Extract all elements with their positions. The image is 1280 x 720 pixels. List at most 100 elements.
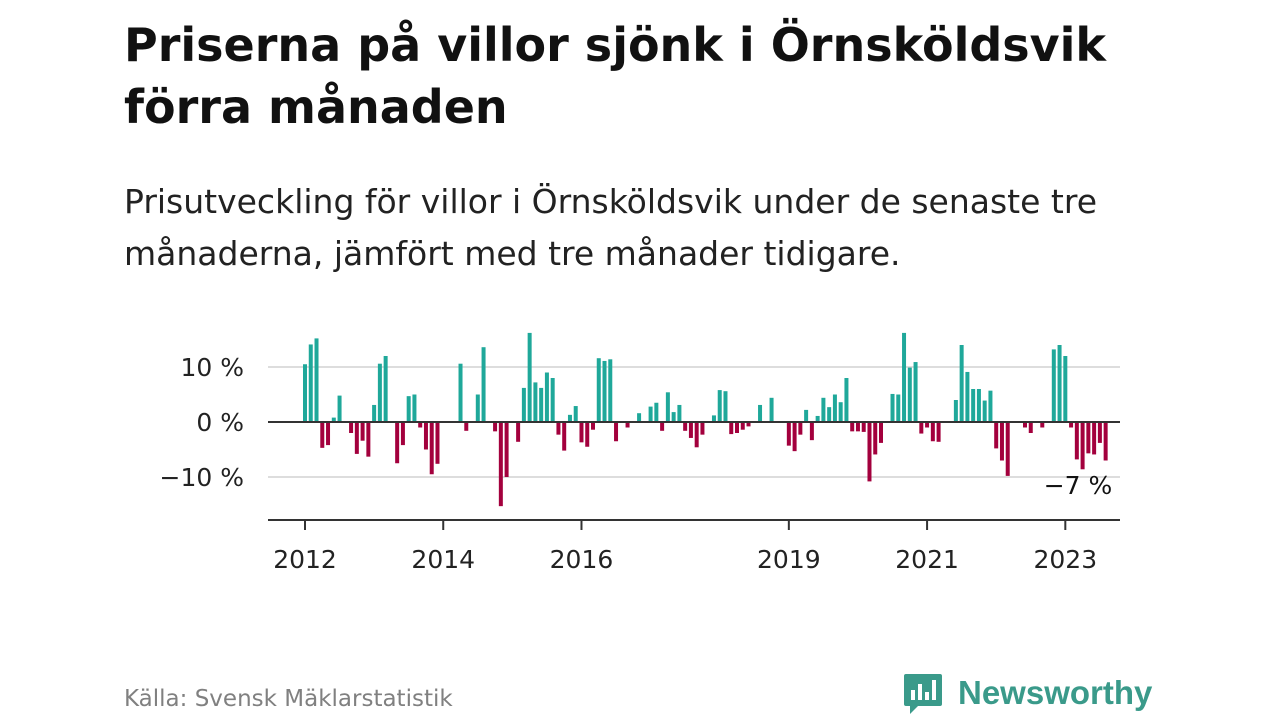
bar [873,422,878,455]
brand-logo[interactable]: Newsworthy [902,670,1152,716]
x-tick-label: 2019 [757,545,821,574]
x-tick-label: 2023 [1034,545,1098,574]
bar [527,332,532,422]
bar [314,338,319,422]
bar [976,389,981,422]
bar [320,422,325,448]
bar [1086,422,1091,454]
x-tick-label: 2016 [550,545,614,574]
bar [1069,422,1074,428]
bar [1080,422,1085,470]
bar [838,402,843,422]
bar [579,422,584,443]
bar [711,415,716,422]
bar [654,402,659,422]
bar [464,422,469,431]
bar [879,422,883,443]
bar [556,422,561,435]
bar [591,422,595,430]
bar [821,397,826,422]
bar [965,371,970,422]
bar [792,422,797,452]
x-axis-ticks: 2012 2014 2016 2019 2021 2023 [273,520,1097,574]
bar [360,422,365,441]
chart-subtitle: Prisutveckling för villor i Örnsköldsvik… [124,182,1098,273]
y-tick-label: −10 % [160,463,244,492]
bar [308,344,313,422]
bar [429,422,434,475]
bar [919,422,924,434]
bar [832,394,837,422]
bar [694,422,699,448]
bar [688,422,693,438]
bar [769,397,774,422]
bar [625,422,630,428]
bar [331,417,336,422]
bar [994,422,999,449]
bar [740,422,745,430]
bar [671,412,676,422]
bar [326,422,331,446]
bars [303,332,1108,507]
bar [1057,345,1062,422]
bar [377,363,382,422]
bar [729,422,734,435]
bar [758,404,763,422]
bar [435,422,440,464]
chart-title: Priserna på villor sjönk i Örnsköldsvik … [124,18,1106,134]
bar [303,364,307,422]
bar [504,422,509,477]
bar [735,422,739,433]
bar [1040,422,1045,428]
bar [723,391,728,422]
bar [959,345,964,422]
bar [395,422,400,464]
bar [809,422,814,441]
bar [867,422,872,482]
bar [804,409,809,422]
bar [890,393,895,422]
bar [458,363,463,422]
bar [383,356,388,422]
bar [844,378,849,422]
bar [596,358,601,422]
bar [717,390,722,422]
bar [1103,422,1108,461]
bar [366,422,371,457]
bar [567,414,572,422]
bar [521,387,526,422]
bar [936,422,941,442]
bar [602,360,607,422]
bar [412,394,417,422]
bar [539,387,544,422]
bar [400,422,405,446]
bar [1063,356,1068,422]
bar [533,382,538,422]
bar [1005,422,1010,476]
bar [1051,349,1056,422]
bar [683,422,688,431]
bar [337,395,342,422]
bar [971,389,976,422]
last-value-annotation: −7 % [1044,471,1113,500]
bar [660,422,665,431]
bar [953,400,958,422]
bar [925,422,930,428]
bar [999,422,1004,461]
bar [406,396,411,422]
bar [855,422,860,432]
bar [902,332,907,422]
bar [550,378,555,422]
bar [982,400,987,422]
bar [498,422,503,507]
x-tick-label: 2014 [411,545,475,574]
bar [608,359,613,422]
bar [1028,422,1033,433]
bar [786,422,791,446]
bar [930,422,935,442]
bar [827,407,832,422]
bar [815,415,820,422]
bar [516,422,521,442]
x-tick-label: 2021 [895,545,959,574]
